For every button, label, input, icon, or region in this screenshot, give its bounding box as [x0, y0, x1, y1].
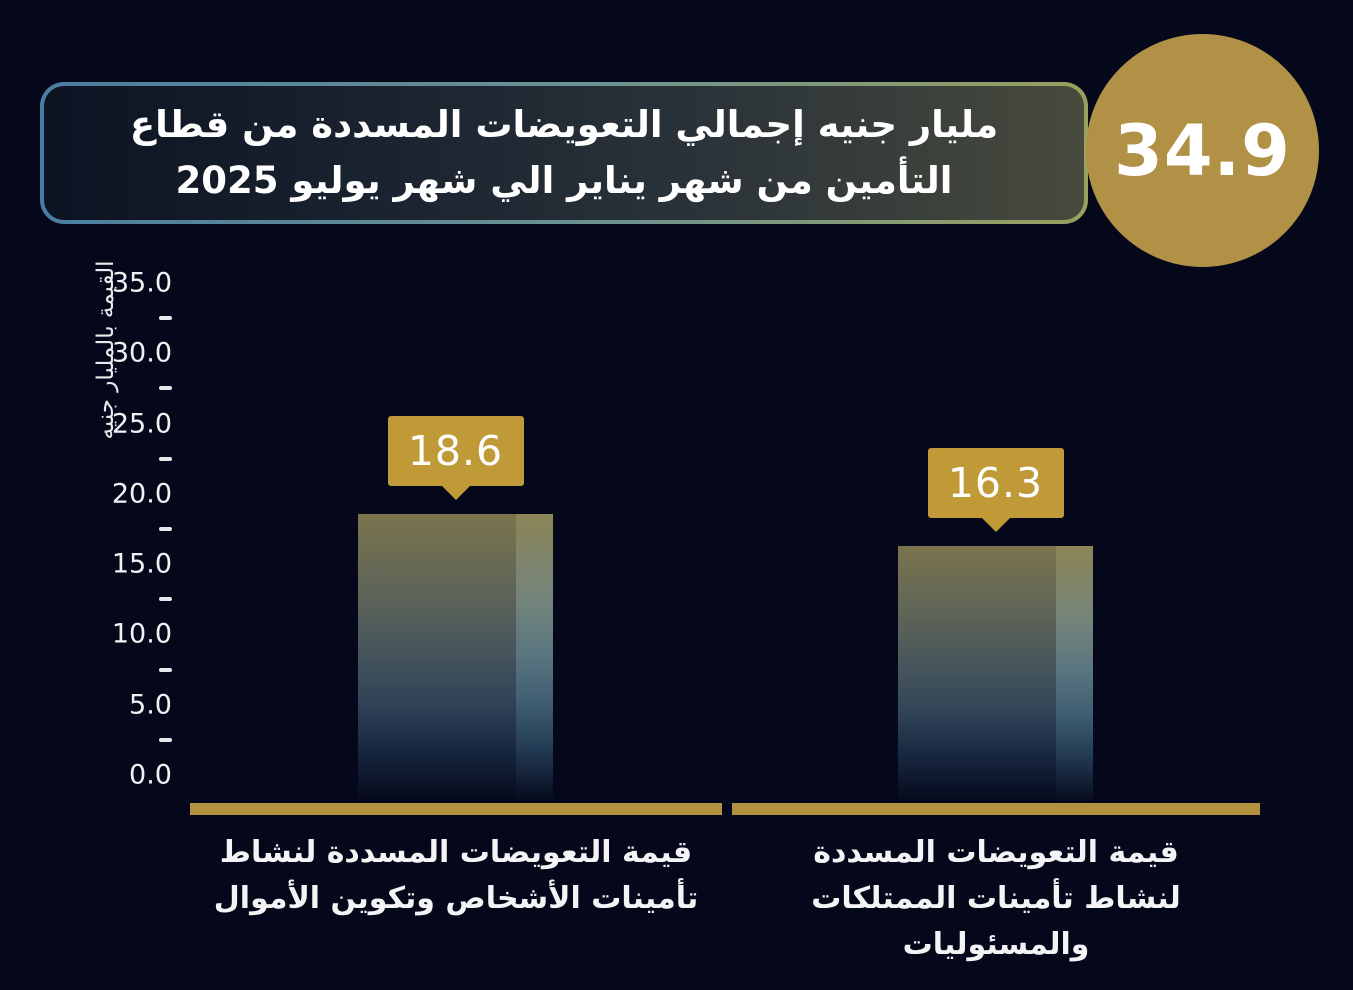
title-banner: مليار جنيه إجمالي التعويضات المسددة من ق… — [40, 82, 1088, 224]
y-tick-label: 0.0 — [129, 759, 172, 791]
bar-face — [898, 545, 1056, 803]
bar — [358, 513, 553, 803]
y-tick-label: 30.0 — [111, 337, 172, 369]
value-callout: 16.3 — [927, 447, 1064, 518]
callout-value: 16.3 — [947, 458, 1044, 507]
y-tick-label: 10.0 — [111, 618, 172, 650]
y-minor-tick-icon — [159, 667, 172, 672]
bar — [898, 545, 1093, 803]
y-tick-label: 35.0 — [111, 267, 172, 299]
total-badge: 34.9 — [1086, 34, 1319, 267]
y-tick-label: 25.0 — [111, 408, 172, 440]
bar-side-highlight — [516, 513, 553, 803]
bar-face — [358, 513, 516, 803]
chart-title-line-1: مليار جنيه إجمالي التعويضات المسددة من ق… — [129, 103, 999, 146]
category-label: قيمة التعويضات المسددة لنشاط تأمينات المم… — [732, 830, 1260, 968]
value-callout: 18.6 — [387, 415, 524, 486]
y-tick-label: 15.0 — [111, 548, 172, 580]
y-tick-label: 20.0 — [111, 478, 172, 510]
callout-value: 18.6 — [407, 426, 504, 475]
category-label-line: قيمة التعويضات المسددة لنشاط — [219, 835, 693, 870]
y-minor-tick-icon — [159, 597, 172, 602]
category-label: قيمة التعويضات المسددة لنشاط تأمينات الأش… — [190, 830, 722, 922]
y-minor-tick-icon — [159, 456, 172, 461]
x-axis-segment — [732, 803, 1260, 815]
category-label-line: تأمينات الأشخاص وتكوين الأموال — [213, 881, 699, 916]
y-minor-tick-icon — [159, 527, 172, 531]
y-minor-tick-icon — [159, 316, 172, 321]
title-banner-fill: مليار جنيه إجمالي التعويضات المسددة من ق… — [44, 86, 1084, 220]
y-minor-tick-icon — [159, 737, 172, 742]
total-value: 34.9 — [1114, 109, 1291, 192]
y-minor-tick-icon — [159, 386, 172, 391]
bar-side-highlight — [1056, 545, 1093, 803]
x-axis-segment — [190, 803, 722, 815]
category-label-line: لنشاط تأمينات الممتلكات والمسئوليات — [811, 881, 1181, 962]
chart-title-line-2: التأمين من شهر يناير الي شهر يوليو 2025 — [175, 159, 953, 202]
category-label-line: قيمة التعويضات المسددة — [813, 835, 1179, 870]
y-tick-label: 5.0 — [129, 689, 172, 721]
